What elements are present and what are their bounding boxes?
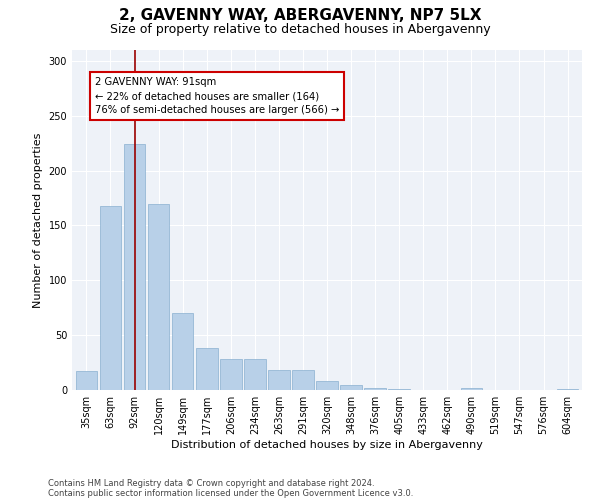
- Bar: [244, 360, 266, 390]
- X-axis label: Distribution of detached houses by size in Abergavenny: Distribution of detached houses by size …: [171, 440, 483, 450]
- Text: 2, GAVENNY WAY, ABERGAVENNY, NP7 5LX: 2, GAVENNY WAY, ABERGAVENNY, NP7 5LX: [119, 8, 481, 22]
- Bar: [76, 372, 97, 390]
- Bar: [292, 370, 314, 390]
- Y-axis label: Number of detached properties: Number of detached properties: [33, 132, 43, 308]
- Bar: [124, 144, 145, 390]
- Bar: [557, 389, 578, 390]
- Text: Contains public sector information licensed under the Open Government Licence v3: Contains public sector information licen…: [48, 488, 413, 498]
- Bar: [172, 313, 193, 390]
- Bar: [100, 206, 121, 390]
- Bar: [268, 370, 290, 390]
- Bar: [196, 348, 218, 390]
- Bar: [316, 381, 338, 390]
- Text: 2 GAVENNY WAY: 91sqm
← 22% of detached houses are smaller (164)
76% of semi-deta: 2 GAVENNY WAY: 91sqm ← 22% of detached h…: [95, 77, 340, 115]
- Text: Contains HM Land Registry data © Crown copyright and database right 2024.: Contains HM Land Registry data © Crown c…: [48, 478, 374, 488]
- Bar: [461, 388, 482, 390]
- Bar: [340, 384, 362, 390]
- Bar: [148, 204, 169, 390]
- Bar: [364, 388, 386, 390]
- Bar: [220, 360, 242, 390]
- Bar: [388, 389, 410, 390]
- Text: Size of property relative to detached houses in Abergavenny: Size of property relative to detached ho…: [110, 22, 490, 36]
